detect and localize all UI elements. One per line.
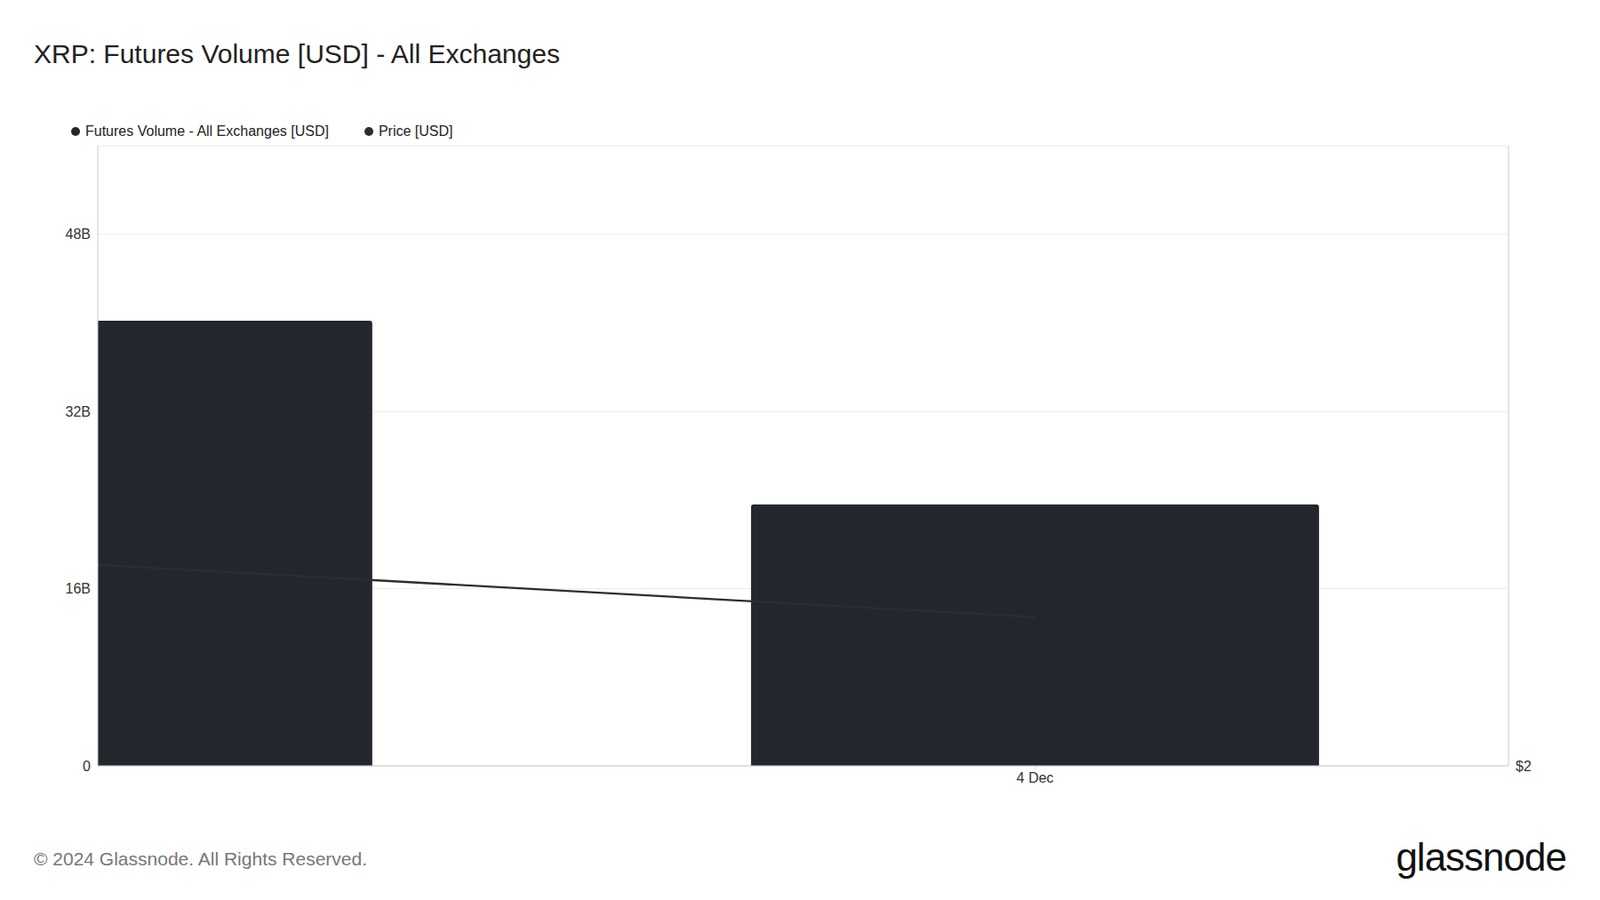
html-text:XRP: Futures Volume [USD] - Al: XRP: Futures Volume [USD] - All Exchange… — [33, 39, 560, 69]
html-text:Futures Volume - All Exchanges: Futures Volume - All Exchanges [USD] — [85, 123, 329, 139]
html-text:Price [USD]: Price [USD] — [378, 123, 453, 139]
svg-text:$2: $2 — [1515, 759, 1532, 775]
svg-text:4 Dec: 4 Dec — [1016, 770, 1055, 786]
svg-text:16B: 16B — [65, 581, 91, 597]
html-text:© 2024 Glassnode. All Rights R: © 2024 Glassnode. All Rights Reserved. — [33, 848, 368, 870]
svg-text:32B: 32B — [65, 404, 91, 420]
svg-text:0: 0 — [82, 759, 91, 775]
html-text:glassnode: glassnode — [1395, 835, 1567, 880]
svg-text:48B: 48B — [65, 226, 91, 242]
